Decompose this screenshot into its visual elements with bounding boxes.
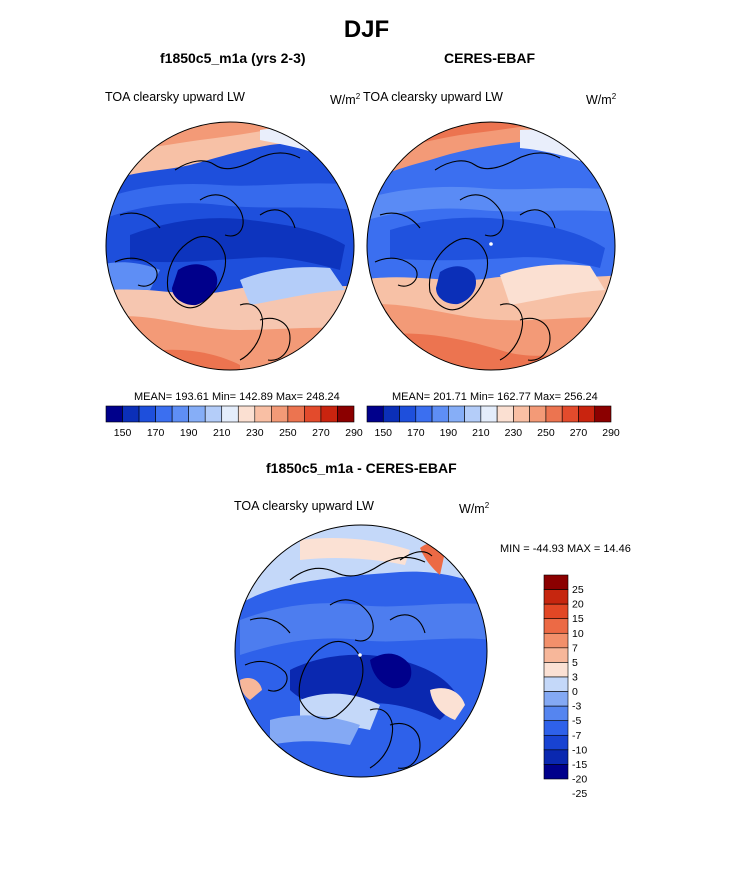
panel2-stats: MEAN= 201.71 Min= 162.77 Max= 256.24 xyxy=(392,391,598,403)
panel1-colorbar-swatch xyxy=(138,405,156,423)
panel3-colorbar-swatch xyxy=(543,691,569,707)
panel1-field-label: TOA clearsky upward LW xyxy=(105,90,245,104)
panel2-colorbar-swatch xyxy=(561,405,579,423)
panel1-colorbar-tick-label: 250 xyxy=(279,427,297,439)
panel2-colorbar-tick-label: 290 xyxy=(602,427,620,439)
panel1-colorbar-tick-label: 230 xyxy=(246,427,264,439)
panel1-colorbar-tick-label: 290 xyxy=(345,427,363,439)
panel2-colorbar-swatch xyxy=(513,405,530,423)
panel2-title: CERES-EBAF xyxy=(444,50,536,66)
panel3-colorbar-swatch xyxy=(543,676,569,692)
panel3-colorbar-swatch xyxy=(543,647,569,663)
panel3-stats: MIN = -44.93 MAX = 14.46 xyxy=(500,543,631,555)
panel2-colorbar-swatch xyxy=(464,405,482,423)
panel1-colorbar-tick-label: 210 xyxy=(213,427,231,439)
panel1-colorbar-swatch xyxy=(204,405,223,423)
panel3-colorbar-swatch xyxy=(543,574,569,590)
panel3-map xyxy=(235,525,487,777)
panel1-colorbar-swatch xyxy=(221,405,239,423)
panel3-colorbar-swatch xyxy=(543,603,569,620)
panel1-units: W/m2 xyxy=(330,92,361,108)
panel1-colorbar-swatch xyxy=(171,405,189,423)
panel1-map-border xyxy=(105,121,355,371)
panel3-units: W/m2 xyxy=(459,501,490,517)
panel2-colorbar-tick-label: 270 xyxy=(570,427,588,439)
panel3-colorbar-swatch xyxy=(543,749,569,765)
panel3-colorbar: 25 20 15 10 7 5 3 0 -3 -5 -7 -10 -15 -20 -25 xyxy=(543,574,587,800)
panel2-colorbar-swatch xyxy=(399,405,417,423)
panel2-colorbar-swatch xyxy=(431,405,449,423)
panel3-colorbar-tick-label: -3 xyxy=(572,701,581,713)
panel1-colorbar-tick-label: 270 xyxy=(312,427,330,439)
panel1-colorbar-swatch xyxy=(105,405,123,423)
panel1-colorbar-swatch xyxy=(320,405,338,423)
panel3-colorbar-tick-label: 0 xyxy=(572,686,578,698)
panel3-colorbar-swatch xyxy=(543,632,569,649)
panel3-map-border xyxy=(234,524,488,778)
panel1-colorbar-swatch xyxy=(254,405,272,423)
panel2-colorbar-swatch xyxy=(529,405,547,423)
panel2-colorbar-swatch xyxy=(545,405,563,423)
panel3-colorbar-tick-label: 25 xyxy=(572,584,584,596)
panel2-colorbar-swatch xyxy=(366,405,384,423)
panel3-colorbar-tick-label: 7 xyxy=(572,642,578,654)
panel2-colorbar-tick-label: 230 xyxy=(505,427,523,439)
panel3-colorbar-tick-label: 15 xyxy=(572,613,584,625)
panel2-colorbar-tick-label: 210 xyxy=(472,427,490,439)
panel2-colorbar-swatch xyxy=(448,405,465,423)
panel3-colorbar-swatch xyxy=(543,720,569,736)
panel1-colorbar-swatch xyxy=(304,405,322,423)
panel1-colorbar-swatch xyxy=(155,405,173,423)
panel2-colorbar-swatch xyxy=(382,405,400,423)
panel3-colorbar-tick-label: -5 xyxy=(572,715,581,727)
panel1-colorbar-swatch xyxy=(237,405,256,423)
panel3-colorbar-tick-label: 20 xyxy=(572,599,584,611)
panel2-colorbar-tick-label: 190 xyxy=(440,427,458,439)
panel3-colorbar-tick-label: 5 xyxy=(572,657,578,669)
panel1-title: f1850c5_m1a (yrs 2-3) xyxy=(160,50,306,66)
panel2-field-label: TOA clearsky upward LW xyxy=(363,90,503,104)
panel1-map xyxy=(106,122,354,370)
panel2-colorbar-swatch xyxy=(496,405,514,423)
panel3-colorbar-tick-label: 3 xyxy=(572,672,578,684)
panel3-field-label: TOA clearsky upward LW xyxy=(234,499,374,513)
panel1-colorbar-tick-label: 190 xyxy=(180,427,198,439)
panel1-colorbar-swatch xyxy=(122,405,140,423)
panel2-colorbar: 150 170 190 210 230 250 270 290 xyxy=(366,405,620,439)
panel2-map-border xyxy=(366,121,616,371)
panel3-colorbar-tick-label: -20 xyxy=(572,774,587,786)
panel2-colorbar-tick-label: 150 xyxy=(375,427,393,439)
panel3-colorbar-tick-label: 10 xyxy=(572,628,584,640)
panel2-units: W/m2 xyxy=(586,92,617,108)
panel1-stats: MEAN= 193.61 Min= 142.89 Max= 248.24 xyxy=(134,391,340,403)
panel3-colorbar-swatch xyxy=(543,734,569,751)
panel3-colorbar-swatch xyxy=(543,662,569,678)
panel3-colorbar-tick-label: -15 xyxy=(572,759,587,771)
panel1-colorbar-swatch xyxy=(337,405,355,423)
panel3-colorbar-swatch xyxy=(543,618,569,634)
panel1-colorbar-swatch xyxy=(188,405,206,423)
panel1-colorbar-tick-label: 170 xyxy=(147,427,165,439)
figure-title: DJF xyxy=(343,16,390,43)
panel3-colorbar-swatch xyxy=(543,705,569,722)
panel3-title: f1850c5_m1a - CERES-EBAF xyxy=(266,460,457,476)
panel3-colorbar-tick-label: -7 xyxy=(572,730,581,742)
panel1-colorbar-swatch xyxy=(287,405,305,423)
panel1-colorbar: 150 170 190 210 230 250 270 290 xyxy=(105,405,363,439)
panel2-colorbar-swatch xyxy=(415,405,433,423)
panel2-colorbar-swatch xyxy=(480,405,498,423)
panel2-map xyxy=(367,122,615,370)
panel3-colorbar-tick-label: -25 xyxy=(572,788,587,800)
panel3-colorbar-tick-label: -10 xyxy=(572,744,587,756)
panel1-colorbar-tick-label: 150 xyxy=(114,427,132,439)
panel2-colorbar-tick-label: 170 xyxy=(407,427,425,439)
panel3-colorbar-swatch xyxy=(543,589,569,605)
panel1-colorbar-swatch xyxy=(271,405,289,423)
panel2-colorbar-tick-label: 250 xyxy=(537,427,555,439)
panel3-colorbar-swatch xyxy=(543,764,569,780)
panel2-colorbar-swatch xyxy=(578,405,596,423)
panel2-colorbar-swatch xyxy=(594,405,612,423)
